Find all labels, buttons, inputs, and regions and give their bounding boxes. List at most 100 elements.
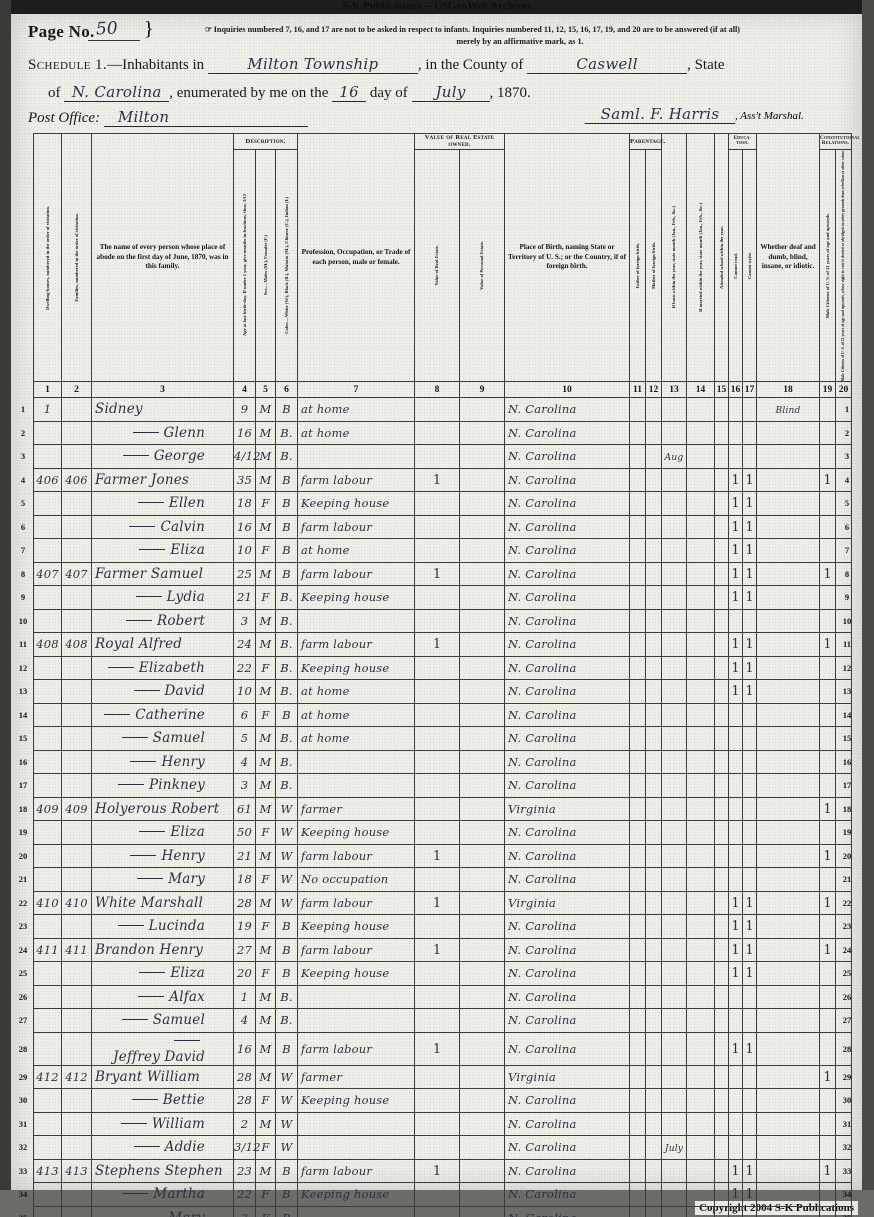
- row-number: 21: [18, 874, 28, 885]
- cell-school: [714, 843, 730, 869]
- affirmative-tick: 1: [823, 472, 832, 488]
- cell-personal: [459, 749, 506, 775]
- row-number: 20: [842, 850, 852, 861]
- row-number: 10: [18, 615, 28, 626]
- township-field[interactable]: Milton Township: [207, 55, 418, 74]
- th-group-education: Educa- tion.: [728, 133, 758, 150]
- cell-birthplace: N. Carolina: [504, 608, 631, 634]
- person-name: Lucinda: [148, 918, 205, 935]
- cell-occupation: [297, 749, 416, 775]
- cell-dwelling: [33, 1111, 62, 1137]
- cell-text: 410: [65, 895, 88, 910]
- cell-mother: [645, 726, 663, 751]
- ditto-dash: [135, 596, 162, 598]
- cell-cannot_write: 1: [742, 1182, 758, 1207]
- table-row: 408 408 Royal Alfred 24 M B. farm labour 1 N. Ca…: [33, 632, 853, 657]
- cell-father: [629, 890, 647, 916]
- cell-mother: [645, 1135, 663, 1160]
- cell-c19: [819, 726, 837, 751]
- affirmative-tick: 1: [731, 1041, 740, 1057]
- table-row: Samuel 4 M B. N. Carolina: [33, 1008, 853, 1033]
- cell-school: [714, 1031, 730, 1066]
- table-row: Henry 4 M B. N. Carolina: [33, 749, 853, 775]
- cell-school: [714, 655, 730, 681]
- cell-realestate: [414, 914, 461, 939]
- cell-infirmity: [756, 1135, 821, 1160]
- cell-text: F: [261, 660, 270, 675]
- cell-father: [629, 514, 647, 540]
- cell-dwelling: [33, 843, 62, 869]
- affirmative-tick: 1: [745, 966, 754, 982]
- row-number: 7: [844, 545, 850, 556]
- post-office-field[interactable]: Milton: [103, 108, 308, 127]
- cell-family: 410: [61, 890, 92, 916]
- county-field[interactable]: Caswell: [527, 55, 688, 74]
- cell-bornmonth: [661, 796, 688, 822]
- cell-realestate: [414, 820, 461, 845]
- cell-family: [61, 514, 92, 540]
- cell-text: M: [259, 472, 272, 487]
- column-number-10: 10: [504, 381, 631, 399]
- enumerated-label: , enumerated by me on the: [169, 85, 329, 101]
- person-name: Sidney: [95, 401, 143, 418]
- cell-dwelling: 411: [33, 937, 62, 963]
- cell-age: 3: [233, 608, 256, 634]
- cell-father: [629, 585, 647, 610]
- cell-color: B: [274, 538, 299, 563]
- cell-family: [61, 585, 92, 610]
- marshal-signature[interactable]: Saml. F. Harris: [585, 105, 735, 124]
- row-number: 33: [18, 1165, 28, 1176]
- page-number-value: 50: [95, 18, 119, 40]
- cell-text: F: [261, 707, 270, 722]
- cell-cannot_write: 1: [742, 1158, 758, 1184]
- ditto-dash: [132, 431, 159, 433]
- cell-text: N. Carolina: [508, 543, 577, 558]
- cell-age: 16: [233, 420, 256, 446]
- cell-infirmity: [756, 655, 821, 681]
- marshal-title: , Ass't Marshal.: [735, 110, 804, 122]
- cell-c19: [819, 1182, 837, 1207]
- cell-birthplace: N. Carolina: [504, 1031, 631, 1066]
- table-row: Mary 18 F W No occupation N. Carolina: [33, 867, 853, 892]
- cell-father: [629, 1182, 647, 1207]
- cell-sex: M: [255, 608, 276, 634]
- month-field[interactable]: July: [411, 83, 490, 102]
- cell-bornmonth: [661, 937, 688, 963]
- row-number: 15: [18, 733, 28, 744]
- cell-family: [61, 444, 92, 469]
- cell-occupation: [297, 444, 416, 469]
- day-field[interactable]: 16: [332, 83, 367, 102]
- row-number: 14: [18, 709, 28, 720]
- cell-infirmity: [756, 984, 821, 1010]
- cell-text: N. Carolina: [508, 1013, 577, 1028]
- column-number-11: 11: [629, 381, 647, 399]
- cell-c19: 1: [819, 561, 837, 587]
- cell-color: B.: [274, 585, 299, 610]
- cell-sex: M: [255, 514, 276, 540]
- cell-cannot_write: 1: [742, 585, 758, 610]
- row-number: 28: [18, 1043, 28, 1054]
- th-col6: Color.—White (W.), Black (B.), Mulatto (…: [274, 148, 299, 383]
- cell-occupation: farm labour: [297, 1158, 416, 1184]
- cell-text: N. Carolina: [508, 449, 577, 464]
- table-row: Robert 3 M B. N. Carolina: [33, 608, 853, 634]
- cell-occupation: at home: [297, 397, 416, 422]
- state-field[interactable]: N. Carolina: [64, 83, 170, 102]
- cell-family: [61, 749, 92, 775]
- table-row: Martha 22 F B Keeping house N. Carolina 1 1: [33, 1182, 853, 1207]
- cell-cannot_read: 1: [728, 1158, 744, 1184]
- cell-infirmity: [756, 773, 821, 798]
- cell-age: 27: [233, 937, 256, 963]
- cell-marrmonth: [686, 608, 716, 634]
- person-name: Farmer Jones: [95, 471, 190, 488]
- cell-birthplace: N. Carolina: [504, 397, 631, 422]
- cell-color: B: [274, 702, 299, 728]
- cell-cannot_read: [728, 749, 744, 775]
- cell-age: 50: [233, 820, 256, 845]
- cell-family: [61, 608, 92, 634]
- cell-cannot_read: [728, 796, 744, 822]
- cell-bornmonth: [661, 514, 688, 540]
- cell-text: 10: [236, 684, 253, 699]
